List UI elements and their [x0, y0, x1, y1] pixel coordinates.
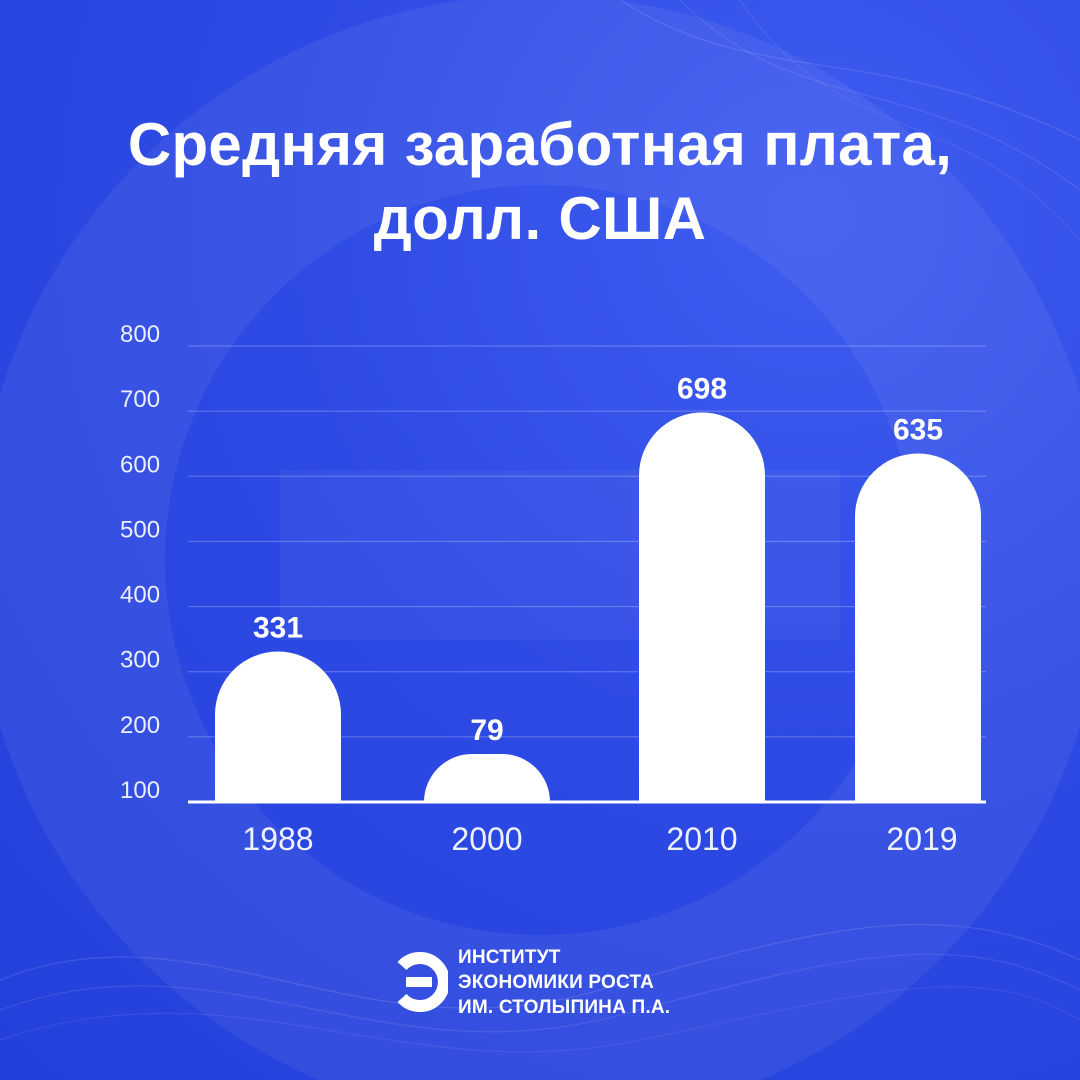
- x-tick-label-2000: 2000: [451, 821, 522, 857]
- x-tick-label-2010: 2010: [666, 821, 737, 857]
- y-tick-label-300: 300: [120, 647, 160, 674]
- bar-2000: [424, 754, 550, 802]
- y-tick-label-400: 400: [120, 582, 160, 609]
- chart-title: Средняя заработная плата, долл. США: [40, 108, 1040, 256]
- y-tick-label-500: 500: [120, 516, 160, 543]
- y-tick-label-600: 600: [120, 451, 160, 478]
- data-label-1988: 331: [253, 612, 303, 645]
- institute-name-line-1: ИНСТИТУТ: [458, 946, 561, 968]
- institute-name-line-3: ИМ. СТОЛЫПИНА П.А.: [458, 996, 671, 1018]
- institute-brand: ИНСТИТУТ ЭКОНОМИКИ РОСТА ИМ. СТОЛЫПИНА П…: [392, 940, 670, 1024]
- institute-name: ИНСТИТУТ ЭКОНОМИКИ РОСТА ИМ. СТОЛЫПИНА П…: [458, 945, 670, 1020]
- x-tick-label-2019: 2019: [886, 821, 957, 857]
- institute-logo-icon: [397, 952, 448, 1012]
- y-tick-label-800: 800: [120, 321, 160, 348]
- institute-name-line-2: ЭКОНОМИКИ РОСТА: [458, 971, 654, 993]
- bar-2010: [639, 412, 765, 802]
- data-label-2019: 635: [893, 413, 943, 446]
- data-label-2010: 698: [677, 372, 727, 405]
- data-label-2000: 79: [470, 714, 503, 747]
- chart-title-line-2: долл. США: [373, 185, 707, 252]
- x-tick-label-1988: 1988: [242, 821, 313, 857]
- y-tick-label-700: 700: [120, 386, 160, 413]
- y-tick-label-100: 100: [120, 777, 160, 804]
- y-tick-label-200: 200: [120, 712, 160, 739]
- chart-title-line-1: Средняя заработная плата,: [127, 111, 953, 178]
- bar-1988: [215, 651, 342, 802]
- bar-2019: [855, 453, 982, 802]
